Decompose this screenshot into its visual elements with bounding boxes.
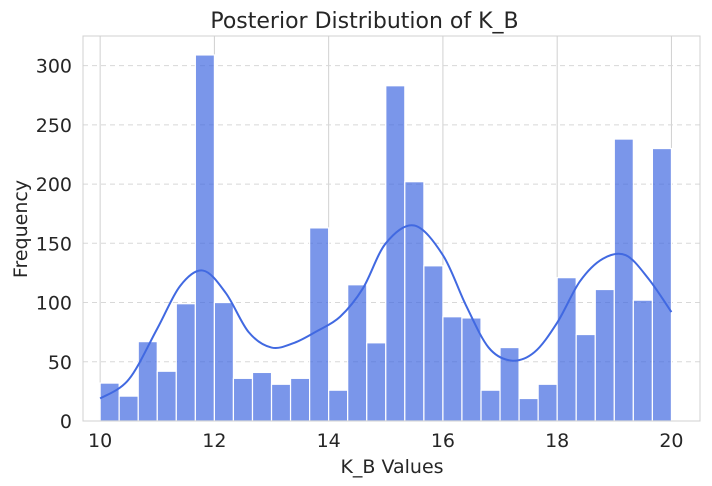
histogram-bar [232, 377, 254, 422]
histogram-bar [480, 389, 501, 422]
y-tick-label: 250 [36, 115, 72, 137]
kde-curve [99, 224, 673, 400]
x-tick-label: 10 [88, 430, 112, 452]
y-tick-label: 50 [48, 352, 72, 374]
y-tick-label: 100 [36, 293, 72, 315]
plot-frame [82, 35, 701, 422]
histogram-bar [404, 181, 425, 422]
histogram-bar [461, 317, 482, 422]
bars [99, 54, 673, 422]
y-tick-label: 300 [36, 56, 72, 78]
histogram-bar [594, 288, 615, 422]
histogram-bar [366, 342, 387, 422]
x-tick-label: 16 [431, 430, 455, 452]
histogram-bar [385, 85, 406, 422]
y-tick-label: 0 [60, 411, 72, 433]
x-tick-label: 20 [659, 430, 683, 452]
histogram-bar [270, 383, 292, 422]
histogram-bar [556, 277, 577, 422]
y-tick-label: 200 [36, 174, 72, 196]
x-ticks: 10 12 14 16 18 20 [88, 430, 683, 452]
histogram-bar [137, 341, 158, 422]
histogram-bar [328, 389, 349, 422]
histogram-bar [118, 395, 139, 422]
y-axis-label: Frequency [10, 180, 32, 278]
histogram-bar [537, 383, 558, 422]
histogram-bar [651, 147, 673, 422]
histogram-bar [309, 227, 330, 422]
y-tick-label: 150 [36, 233, 72, 255]
histogram-bar [175, 303, 196, 422]
histogram-bar [213, 301, 235, 422]
x-tick-label: 12 [202, 430, 226, 452]
histogram-bar [194, 54, 215, 422]
chart-title: Posterior Distribution of K_B [210, 9, 518, 34]
histogram-bar [251, 371, 273, 422]
x-tick-label: 18 [545, 430, 569, 452]
histogram-bar [289, 377, 311, 422]
histogram-bar [632, 299, 654, 422]
x-axis-label: K_B Values [340, 456, 443, 478]
histogram-bar [442, 316, 463, 422]
histogram-bar [518, 397, 539, 422]
histogram-bar [613, 138, 634, 422]
x-tick-label: 14 [317, 430, 341, 452]
histogram-bar [423, 265, 444, 422]
histogram-bar [575, 333, 596, 422]
y-ticks: 0 50 100 150 200 250 300 [36, 56, 72, 433]
histogram-bar [156, 370, 177, 422]
